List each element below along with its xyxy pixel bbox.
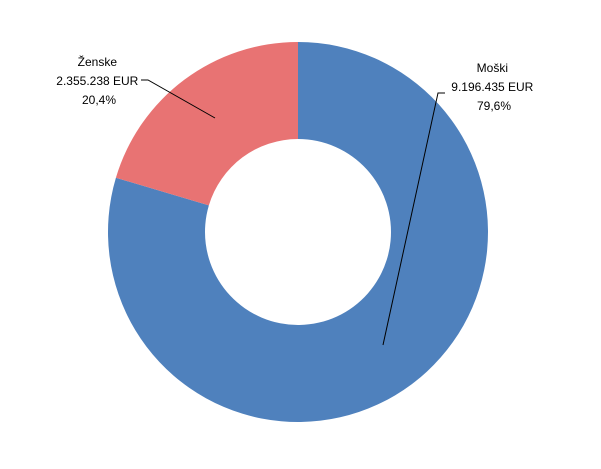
leader-line-zenske [141,79,216,119]
slice-label-zenske-percent: 20,4% [82,93,116,107]
slice-label-zenske-name: Ženske [78,54,118,69]
leader-line-moski [382,92,445,346]
slice-label-moski-percent: 79,6% [477,99,511,113]
slice-label-moski-amount: 9.196.435 EUR [451,80,533,94]
slice-label-zenske-amount: 2.355.238 EUR [56,74,138,88]
donut-slice-1 [115,42,298,206]
slice-label-zenske: Ženske 2.355.238 EUR 20,4% [56,54,141,107]
slice-label-moski-name: Moški [477,61,508,75]
slice-label-moski: Moški 9.196.435 EUR 79,6% [451,61,536,113]
leader-lines-group [141,79,445,346]
slices-group [107,42,488,423]
donut-slice-0 [107,42,488,423]
